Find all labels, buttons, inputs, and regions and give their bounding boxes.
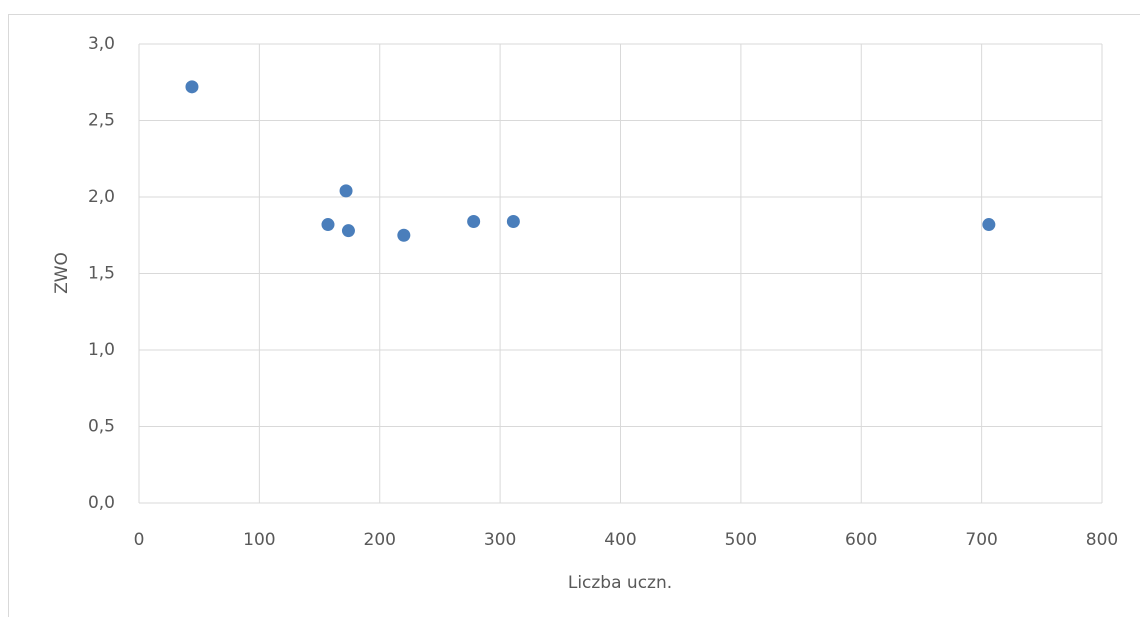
x-tick-label: 500 <box>725 530 757 550</box>
data-point <box>339 184 353 198</box>
data-point <box>506 214 520 228</box>
chart-frame <box>8 14 1140 617</box>
y-tick-label: 1,5 <box>88 264 115 284</box>
x-tick-label: 300 <box>484 530 516 550</box>
data-point <box>467 214 481 228</box>
x-tick-label: 0 <box>134 530 145 550</box>
x-tick-label: 600 <box>845 530 877 550</box>
y-axis-label: ZWO <box>52 252 72 294</box>
data-point <box>185 80 199 94</box>
y-tick-label: 2,5 <box>88 111 115 131</box>
data-point <box>341 224 355 238</box>
y-tick-label: 1,0 <box>88 340 115 360</box>
x-tick-label: 700 <box>965 530 997 550</box>
data-point <box>982 218 996 232</box>
y-tick-label: 2,0 <box>88 187 115 207</box>
x-tick-label: 400 <box>604 530 636 550</box>
x-tick-label: 200 <box>364 530 396 550</box>
y-tick-label: 3,0 <box>88 34 115 54</box>
y-tick-label: 0,0 <box>88 493 115 513</box>
data-point <box>397 228 411 242</box>
x-tick-label: 800 <box>1086 530 1118 550</box>
data-point <box>321 218 335 232</box>
y-tick-label: 0,5 <box>88 417 115 437</box>
x-tick-label: 100 <box>243 530 275 550</box>
x-axis-label: Liczba uczn. <box>568 573 672 593</box>
